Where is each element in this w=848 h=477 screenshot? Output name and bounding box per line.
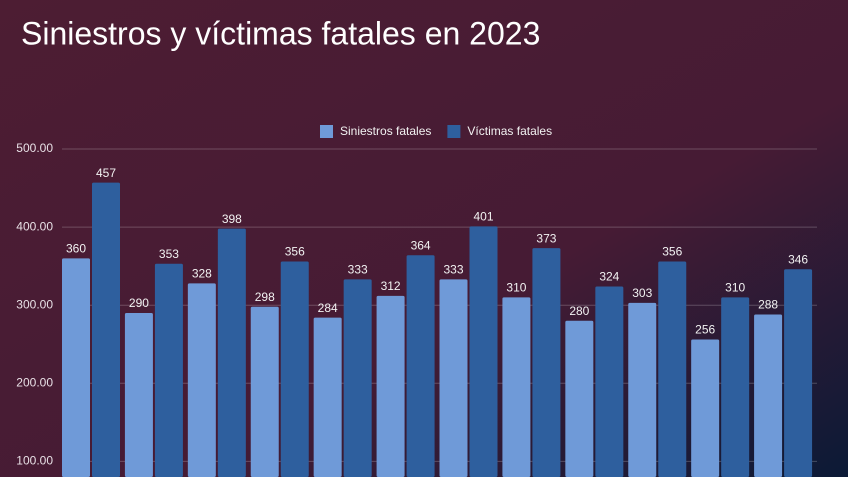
data-label: 290 <box>129 296 149 310</box>
bar <box>187 283 216 477</box>
bar <box>250 306 279 477</box>
data-label: 346 <box>788 252 808 266</box>
legend-swatch <box>447 125 461 138</box>
y-tick-label: 300.00 <box>16 297 53 311</box>
data-label: 360 <box>66 242 86 256</box>
y-tick-label: 500.00 <box>16 141 53 155</box>
bar <box>62 258 90 477</box>
chart-title: Siniestros y víctimas fatales en 2023 <box>21 15 540 51</box>
bar <box>658 261 687 477</box>
bar <box>595 286 624 477</box>
y-tick-label: 200.00 <box>16 375 53 389</box>
legend-label: Siniestros fatales <box>340 124 431 138</box>
bar <box>784 269 813 477</box>
data-label: 298 <box>255 290 275 304</box>
bar <box>532 248 561 477</box>
y-tick-label: 100.00 <box>16 454 53 468</box>
data-label: 284 <box>318 301 338 315</box>
data-label: 356 <box>662 245 682 259</box>
data-label: 280 <box>569 304 589 318</box>
legend-label: Víctimas fatales <box>467 124 552 138</box>
data-label: 356 <box>285 245 305 259</box>
data-label: 401 <box>473 209 493 223</box>
data-label: 398 <box>222 212 242 226</box>
data-label: 364 <box>411 238 431 252</box>
data-label: 303 <box>632 286 652 300</box>
bar <box>565 320 594 477</box>
bar <box>154 263 183 477</box>
bar <box>124 313 153 477</box>
bar <box>628 302 657 477</box>
bar <box>92 182 120 477</box>
bar <box>469 226 498 477</box>
data-label: 310 <box>506 281 526 295</box>
data-label: 333 <box>443 263 463 277</box>
data-label: 353 <box>159 247 179 261</box>
data-label: 288 <box>758 298 778 312</box>
bar <box>691 339 720 477</box>
data-label: 312 <box>381 279 401 293</box>
data-label: 457 <box>96 166 116 180</box>
bar <box>754 314 783 477</box>
data-label: 373 <box>536 231 556 245</box>
bar <box>280 261 309 477</box>
bar <box>406 255 435 477</box>
data-label: 324 <box>599 270 619 284</box>
bar <box>217 228 246 477</box>
bar <box>313 317 342 477</box>
legend-swatch <box>320 125 333 138</box>
data-label: 310 <box>725 281 745 295</box>
bar <box>343 279 372 477</box>
data-label: 333 <box>348 263 368 277</box>
bar <box>376 295 405 477</box>
bar <box>502 297 531 477</box>
bar <box>439 279 468 477</box>
data-label: 328 <box>192 266 212 280</box>
bar <box>721 297 750 477</box>
y-tick-label: 400.00 <box>16 219 53 233</box>
data-label: 256 <box>695 323 715 337</box>
